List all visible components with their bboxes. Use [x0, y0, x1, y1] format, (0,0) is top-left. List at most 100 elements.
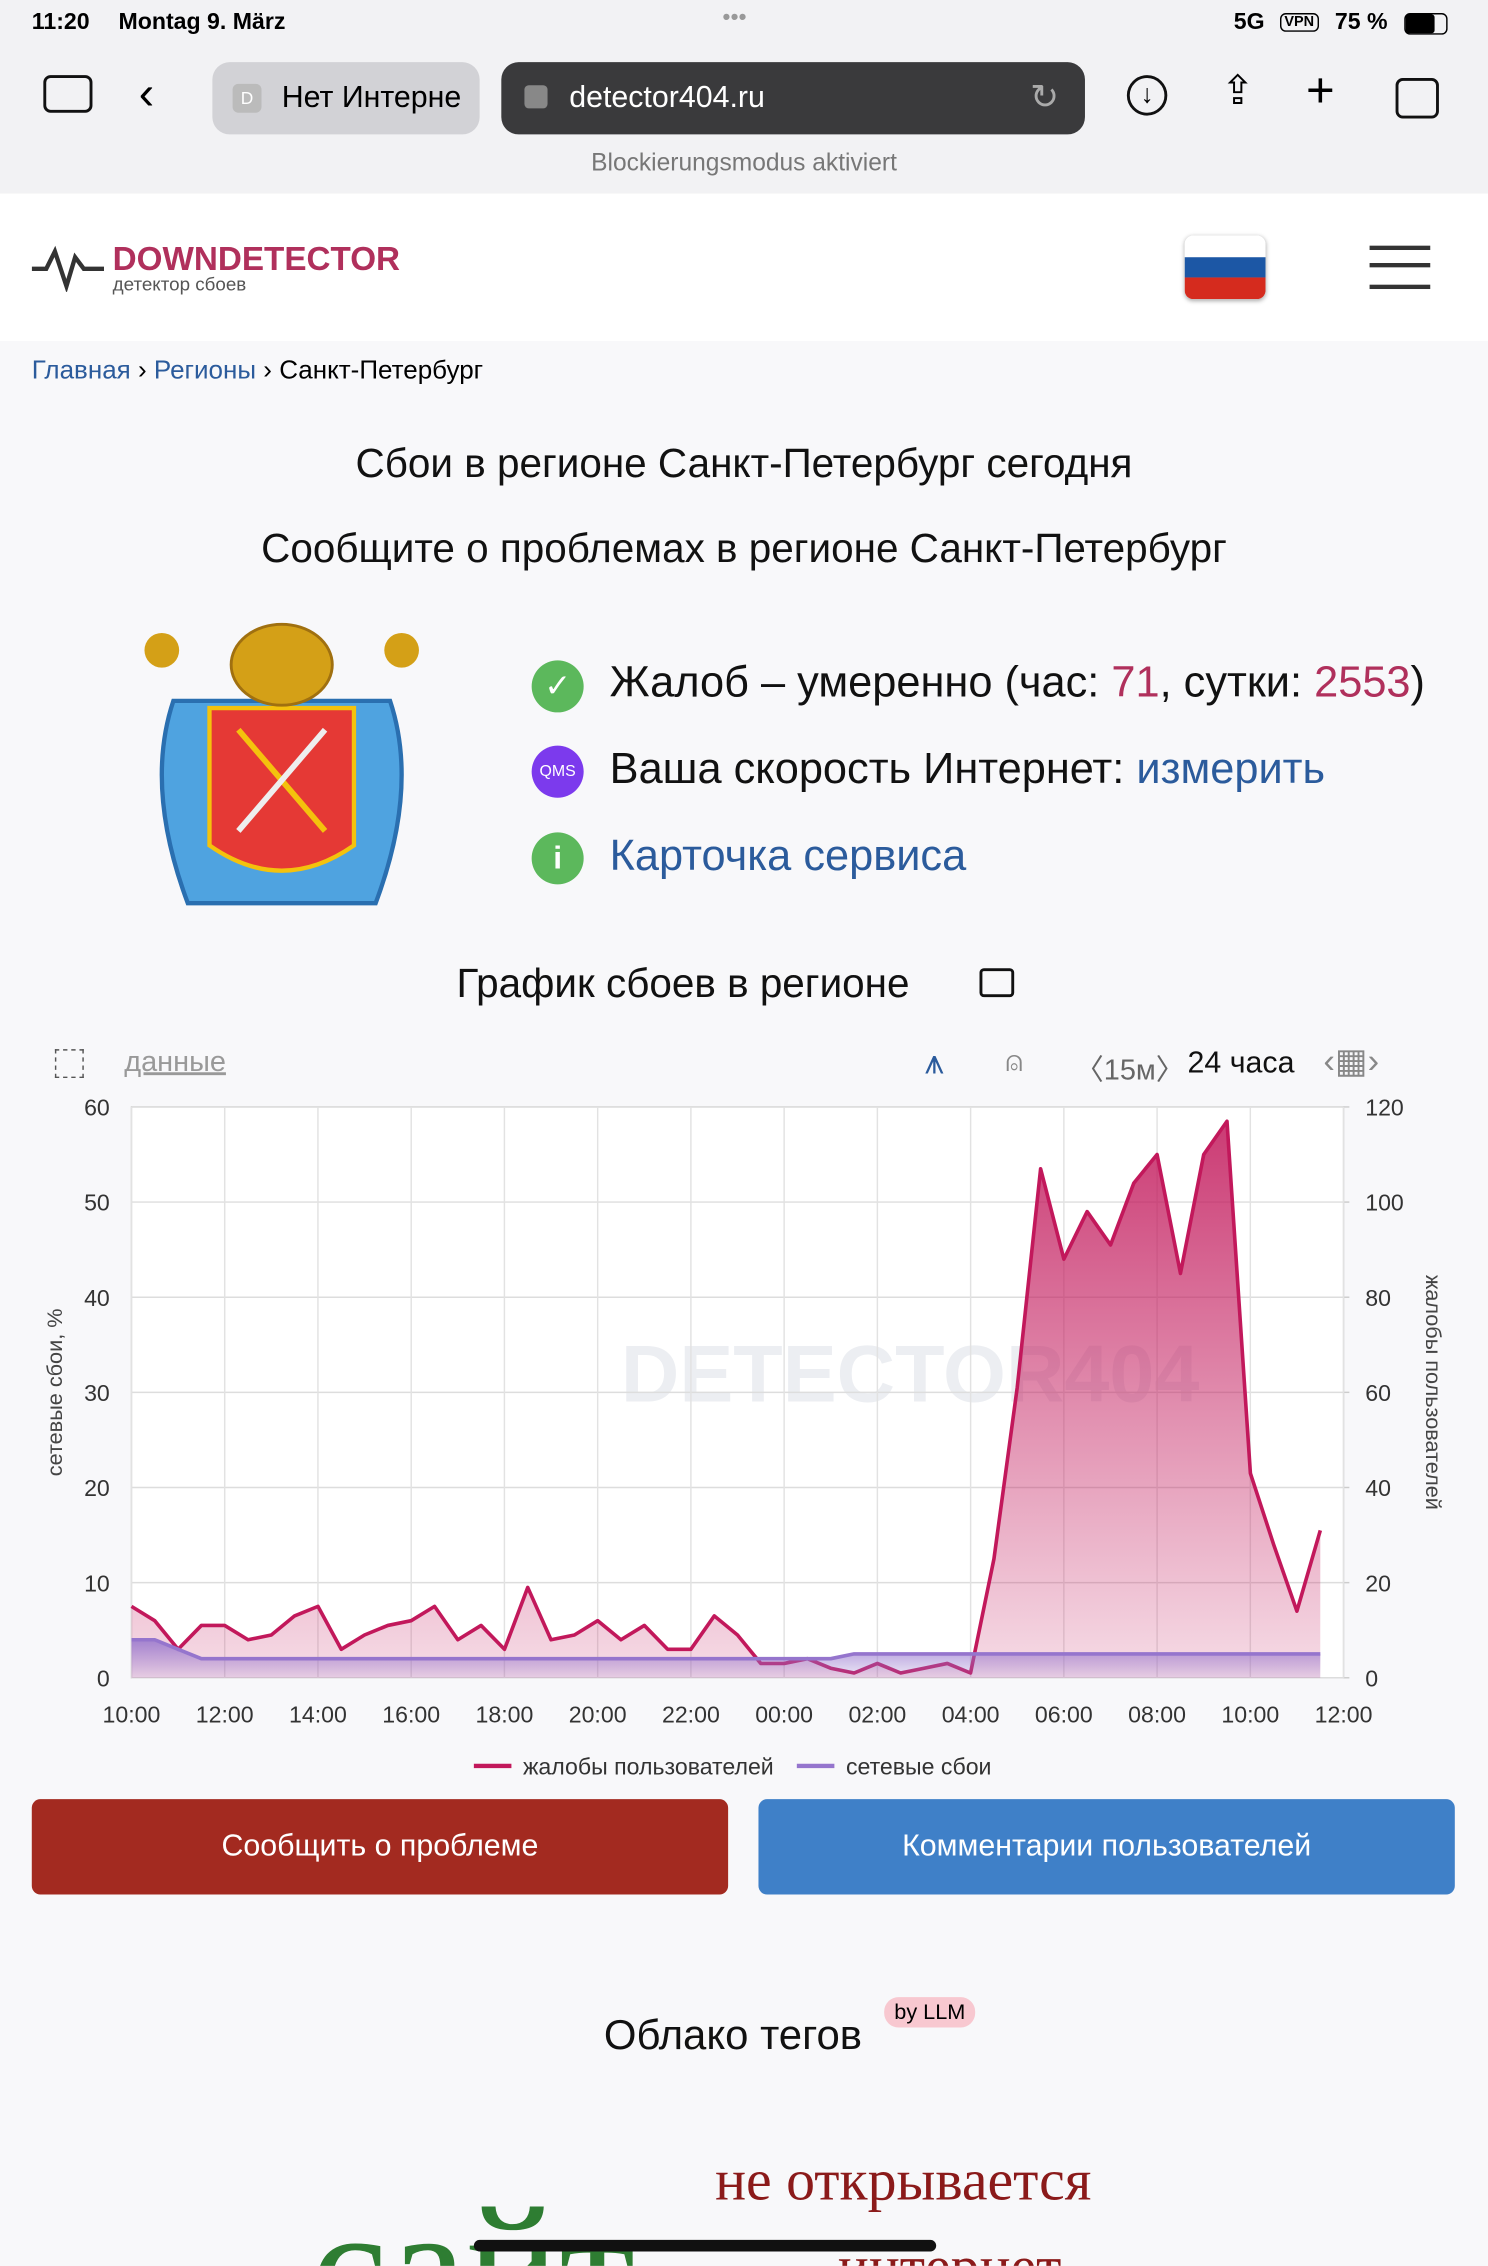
tab-icon: D — [232, 83, 262, 113]
complaints: Жалоб – умеренно (час: 71, сутки: 2553) — [610, 659, 1425, 708]
info-icon: i — [531, 832, 584, 885]
series-line — [130, 1119, 1323, 1675]
y2-tick-label: 20 — [1365, 1570, 1391, 1596]
logo-icon — [31, 245, 105, 292]
status-date: Montag 9. März — [118, 10, 286, 35]
y-tick-label: 0 — [97, 1665, 110, 1691]
x-tick-label: 04:00 — [942, 1702, 1000, 1728]
data-link[interactable]: данные — [124, 1046, 226, 1079]
tabs-button[interactable] — [1395, 78, 1439, 119]
legend-label: сетевые сбои — [846, 1754, 992, 1780]
y2-tick-label: 0 — [1365, 1665, 1378, 1691]
site-icon — [524, 85, 548, 109]
back-button[interactable]: ‹ — [138, 66, 155, 119]
x-tick-label: 12:00 — [1315, 1702, 1373, 1728]
x-tick-label: 02:00 — [848, 1702, 906, 1728]
tag[interactable]: не открывается — [715, 2147, 1092, 2213]
x-tick-label: 18:00 — [476, 1702, 534, 1728]
complaints-hour: 71 — [1111, 658, 1160, 707]
y-tick-label: 20 — [84, 1475, 110, 1501]
tags-title: Облако тегов — [603, 2013, 863, 2060]
y-tick-label: 50 — [84, 1190, 110, 1216]
y-tick-label: 10 — [84, 1570, 110, 1596]
battery-icon — [1404, 13, 1448, 35]
interval[interactable]: 〈15м〉 — [1074, 1054, 1185, 1087]
x-tick-label: 14:00 — [289, 1702, 347, 1728]
reload[interactable]: ↻ — [1030, 78, 1060, 118]
breadcrumb-current: Санкт-Петербург — [279, 355, 484, 385]
period[interactable]: 24 часа — [1187, 1046, 1295, 1080]
tab-title: Нет Интерне — [281, 80, 462, 115]
complaints-day: 2553 — [1314, 658, 1411, 707]
status-network: 5G — [1233, 10, 1265, 35]
complaints-label: Жалоб – умеренно (час: — [609, 658, 1112, 707]
x-tick-label: 16:00 — [382, 1702, 440, 1728]
home-indicator — [473, 2239, 937, 2252]
y2-tick-label: 80 — [1365, 1285, 1391, 1311]
logo-subtitle: детектор сбоев — [112, 273, 247, 295]
share-button[interactable]: ⇪ — [1220, 67, 1255, 113]
speed-link[interactable]: измерить — [1136, 745, 1326, 794]
notice: Blockierungsmodus aktiviert — [591, 148, 897, 177]
breadcrumb-link[interactable]: Главная — [31, 355, 131, 385]
x-tick-label: 20:00 — [569, 1702, 627, 1728]
x-tick-label: 10:00 — [1221, 1702, 1279, 1728]
fullscreen-icon[interactable] — [979, 968, 1015, 998]
x-tick-label: 00:00 — [755, 1702, 813, 1728]
qms-icon: QMS — [531, 745, 584, 798]
y-axis-label: сетевые сбои, % — [42, 1309, 67, 1477]
speed: Ваша скорость Интернет: измерить — [610, 746, 1325, 795]
calendar-nav[interactable]: ‹▦› — [1323, 1041, 1380, 1081]
y-tick-label: 30 — [84, 1380, 110, 1406]
y2-tick-label: 60 — [1365, 1380, 1391, 1406]
check-icon: ✓ — [531, 660, 584, 713]
chart-title: График сбоев в регионе — [456, 960, 910, 1006]
dots: ••• — [722, 5, 747, 31]
complaints-end: ) — [1410, 658, 1425, 707]
chart: DETECTOR40401020304050600204060801001201… — [42, 1095, 1446, 1780]
screenshot-icon[interactable] — [54, 1049, 84, 1079]
y2-axis-label: жалобы пользователей — [1421, 1275, 1446, 1510]
tab[interactable]: D Нет Интерне — [212, 62, 480, 135]
tags-badge: by LLM — [884, 1997, 976, 2028]
complaints-day-label: , сутки: — [1159, 658, 1315, 707]
address-bar[interactable]: detector404.ru ↻ — [501, 62, 1085, 135]
subheading: Сообщите о проблемах в регионе Санкт-Пет… — [261, 526, 1227, 571]
card-link[interactable]: Карточка сервиса — [609, 832, 967, 881]
speed-label: Ваша скорость Интернет: — [609, 745, 1137, 794]
y-tick-label: 40 — [84, 1285, 110, 1311]
menu-button[interactable] — [1369, 245, 1431, 290]
flag[interactable] — [1184, 235, 1266, 300]
breadcrumbs: Главная › Регионы › Санкт-Петербург — [31, 355, 484, 385]
x-tick-label: 06:00 — [1035, 1702, 1093, 1728]
x-tick-label: 08:00 — [1128, 1702, 1186, 1728]
series-area — [131, 1121, 1321, 1678]
y2-tick-label: 120 — [1365, 1095, 1404, 1121]
x-tick-label: 12:00 — [196, 1702, 254, 1728]
status-time: 11:20 — [31, 10, 90, 35]
series-line — [131, 1637, 1321, 1661]
legend-label: жалобы пользователей — [523, 1754, 774, 1780]
chart-mode-icon[interactable]: ⩚ — [924, 1043, 945, 1083]
status-vpn: VPN — [1280, 13, 1319, 32]
new-tab-button[interactable]: + — [1306, 63, 1335, 119]
download-button[interactable]: ↓ — [1126, 75, 1168, 116]
report-button[interactable]: Сообщить о проблеме — [31, 1799, 729, 1895]
logo: DOWNDETECTOR — [112, 239, 401, 278]
x-tick-label: 10:00 — [103, 1702, 161, 1728]
comments-button[interactable]: Комментарии пользователей — [758, 1799, 1455, 1895]
heading: Сбои в регионе Санкт-Петербург сегодня — [355, 440, 1133, 486]
url: detector404.ru — [569, 80, 765, 115]
user-icon[interactable]: ⍝ — [1005, 1046, 1023, 1079]
y2-tick-label: 100 — [1365, 1190, 1404, 1216]
coat-of-arms — [144, 622, 419, 906]
y2-tick-label: 40 — [1365, 1475, 1391, 1501]
y-tick-label: 60 — [84, 1095, 110, 1121]
status-battery: 75 % — [1334, 10, 1388, 35]
sidebar-button[interactable] — [43, 75, 93, 113]
breadcrumb-link[interactable]: Регионы — [153, 355, 257, 385]
x-tick-label: 22:00 — [662, 1702, 720, 1728]
